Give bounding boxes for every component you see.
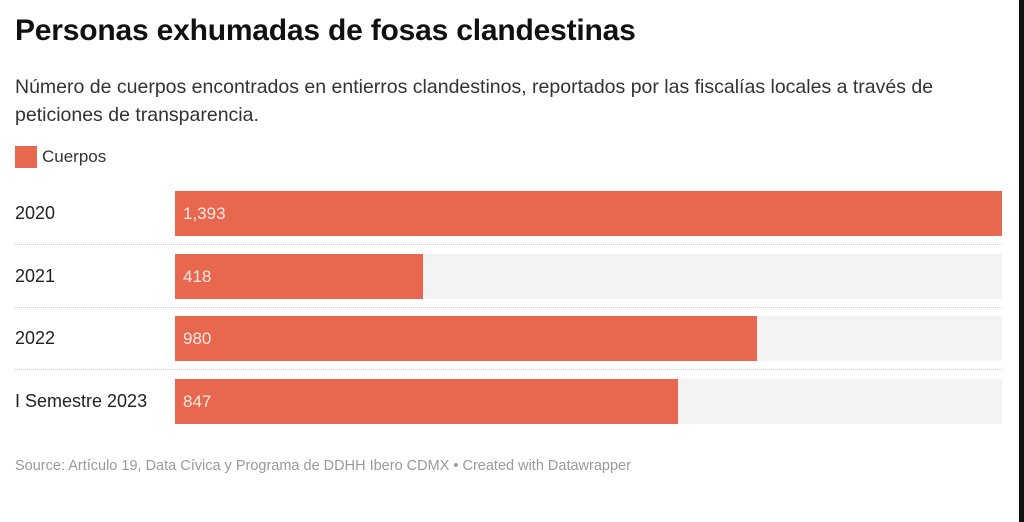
chart-title: Personas exhumadas de fosas clandestinas [15,14,636,47]
legend: Cuerpos [15,146,106,168]
row-separator [15,369,1002,370]
bar: 980 [175,316,757,361]
bar-track: 847 [175,378,1002,424]
legend-label: Cuerpos [42,147,107,166]
screen-edge [1019,0,1024,522]
source-note: Source: Artículo 19, Data Cívica y Progr… [15,458,631,474]
category-label: I Semestre 2023 [15,390,148,411]
bar-value-label: 1,393 [183,204,226,223]
bar-track: 1,393 [175,191,1002,236]
bar-value-label: 418 [183,266,212,286]
bar-value-label: 847 [183,391,212,411]
bar: 418 [175,253,424,299]
row-separator [15,244,1002,245]
category-label: 2021 [15,265,56,286]
bar: 847 [175,378,678,424]
bar-track: 980 [175,316,1002,361]
category-label: 2020 [15,203,56,223]
legend-swatch [15,146,37,168]
chart-subtitle: Número de cuerpos encontrados en entierr… [15,76,934,126]
bar-value-label: 980 [183,329,212,348]
category-label: 2022 [15,328,56,348]
bar-track: 418 [175,253,1002,299]
row-separator [15,306,1002,308]
bar: 1,393 [175,191,1002,236]
